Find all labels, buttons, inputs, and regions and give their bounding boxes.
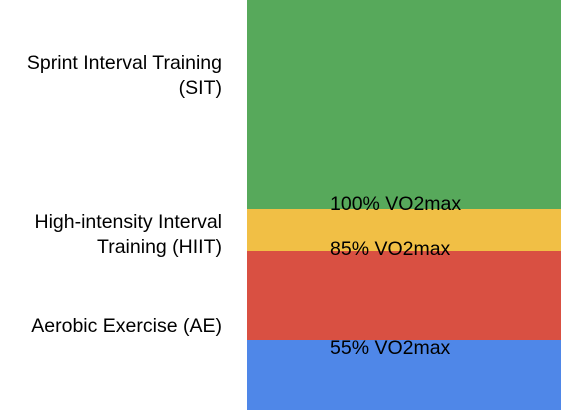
zone-band-hiit xyxy=(247,209,561,251)
zone-label-ae-line-1: Aerobic Exercise (AE) xyxy=(31,315,222,337)
zone-label-sit-line-1: Sprint Interval Training xyxy=(26,52,222,74)
threshold-label-85: 85% VO2max xyxy=(330,238,451,260)
zone-label-hiit-line-2: Training (HIIT) xyxy=(97,236,222,258)
zone-label-ae: Aerobic Exercise (AE) xyxy=(31,314,222,339)
threshold-label-100: 100% VO2max xyxy=(330,193,462,215)
zone-label-sit: Sprint Interval Training (SIT) xyxy=(27,51,222,101)
zone-band-ae xyxy=(247,251,561,340)
zone-label-hiit: High-intensity Interval Training (HIIT) xyxy=(35,210,223,260)
zone-label-hiit-line-1: High-intensity Interval xyxy=(34,211,223,233)
threshold-label-55: 55% VO2max xyxy=(330,337,451,359)
zone-band-sit xyxy=(247,0,561,209)
zone-label-sit-line-2: (SIT) xyxy=(178,77,222,99)
zone-band-base xyxy=(247,340,561,410)
